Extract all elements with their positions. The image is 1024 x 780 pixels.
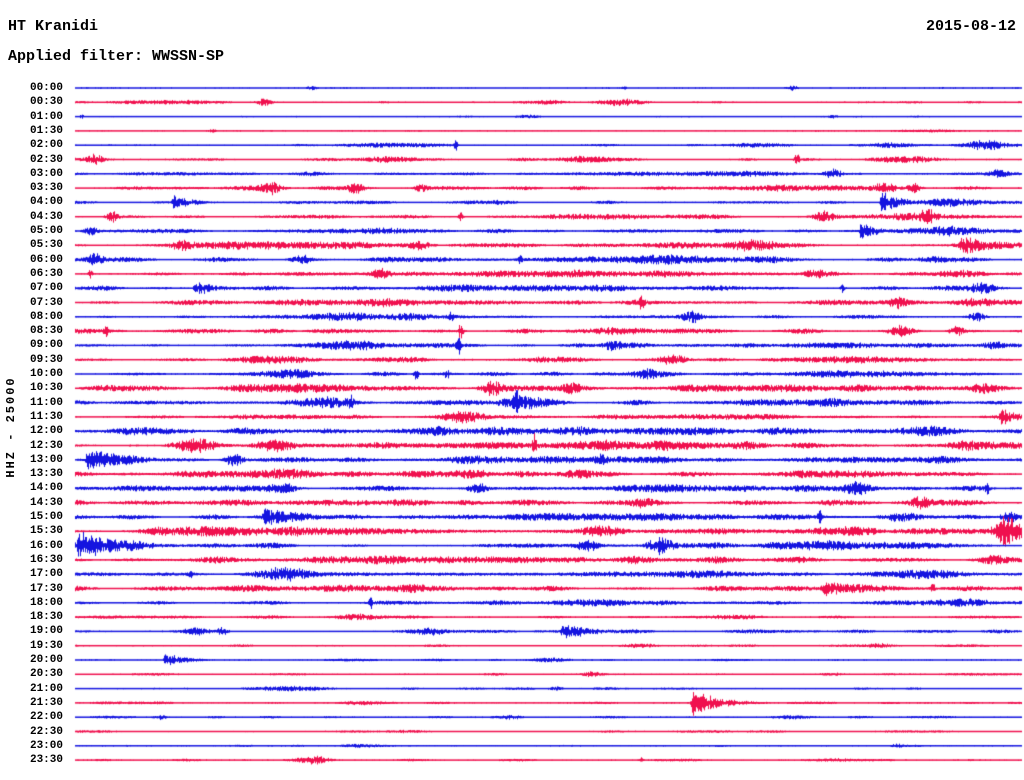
time-label: 12:00 [29, 425, 63, 438]
time-label: 03:30 [29, 182, 63, 195]
time-label: 19:00 [29, 625, 63, 638]
time-label: 22:00 [29, 711, 63, 724]
time-label: 08:00 [29, 310, 63, 323]
time-label: 00:00 [29, 82, 63, 94]
time-label: 08:30 [29, 325, 63, 338]
time-label: 22:30 [29, 725, 63, 738]
time-label: 06:30 [29, 267, 63, 280]
time-label: 06:00 [29, 253, 63, 266]
time-label: 05:30 [29, 239, 63, 252]
time-label: 17:30 [29, 582, 63, 595]
time-label: 01:00 [29, 110, 63, 123]
time-label: 13:00 [29, 453, 63, 466]
time-label: 14:30 [29, 496, 63, 509]
station-title: HT Kranidi [8, 18, 99, 35]
time-label: 15:30 [29, 525, 63, 538]
time-label: 18:00 [29, 596, 63, 609]
time-label: 02:00 [29, 139, 63, 152]
time-label: 01:30 [29, 124, 63, 137]
time-label: 07:30 [29, 296, 63, 309]
time-label: 13:30 [29, 468, 63, 481]
time-label: 11:30 [29, 410, 63, 423]
time-label: 09:30 [29, 353, 63, 366]
time-label: 00:30 [29, 96, 63, 109]
time-label: 19:30 [29, 639, 63, 652]
time-label: 21:30 [29, 696, 63, 709]
time-label: 04:00 [29, 196, 63, 209]
time-label: 15:00 [29, 511, 63, 523]
time-label: 23:30 [29, 754, 63, 767]
time-label: 16:30 [29, 553, 63, 566]
time-label: 23:00 [29, 739, 63, 752]
time-label: 11:00 [29, 396, 63, 409]
time-label: 12:30 [29, 439, 63, 452]
time-label: 09:00 [29, 339, 63, 352]
time-label: 04:30 [29, 210, 63, 223]
time-label: 21:00 [29, 682, 63, 695]
time-label: 14:00 [29, 482, 63, 495]
applied-filter-label: Applied filter: WWSSN-SP [8, 48, 225, 65]
time-label: 17:00 [29, 568, 63, 581]
time-label: 10:00 [29, 368, 63, 380]
time-label: 20:00 [29, 654, 63, 666]
time-label: 07:00 [29, 282, 63, 295]
time-label: 18:30 [29, 611, 63, 624]
date-label: 2015-08-12 [925, 18, 1016, 35]
time-label: 03:00 [29, 167, 63, 180]
time-label: 20:30 [29, 668, 63, 681]
time-label: 10:30 [29, 382, 63, 395]
time-label: 05:00 [29, 225, 63, 237]
time-label: 02:30 [29, 153, 63, 166]
time-label: 16:00 [29, 539, 63, 552]
